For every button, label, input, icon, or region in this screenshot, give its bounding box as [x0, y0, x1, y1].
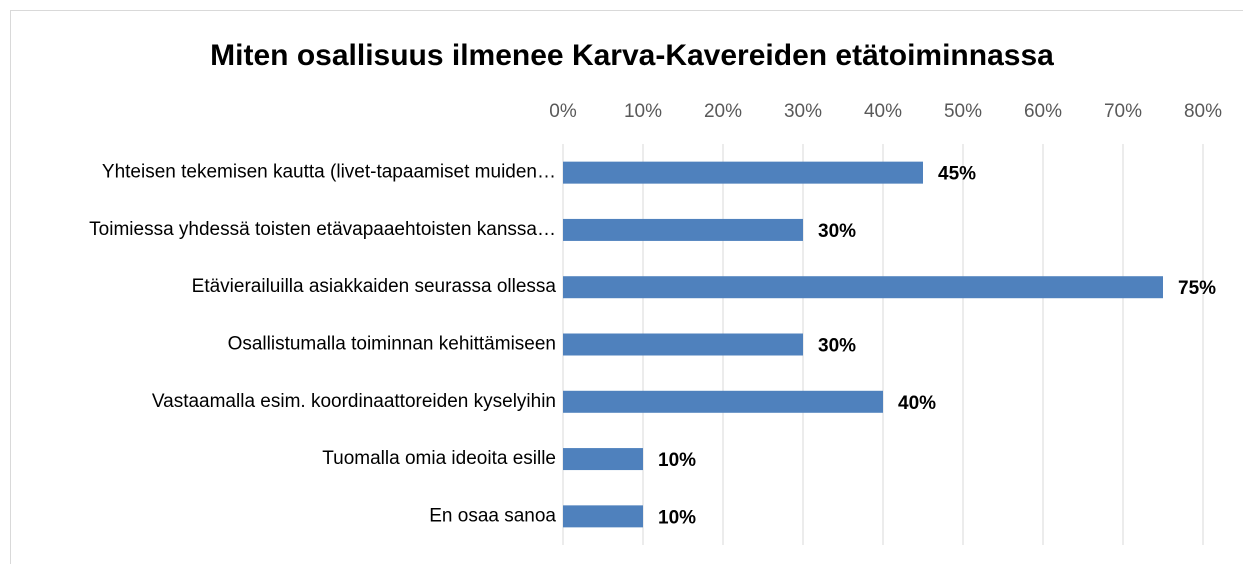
category-label: Vastaamalla esim. koordinaattoreiden kys… — [152, 391, 556, 412]
data-label: 40% — [898, 393, 936, 414]
bar — [563, 390, 883, 413]
data-label: 10% — [658, 507, 696, 528]
data-label: 30% — [818, 221, 856, 242]
category-label: En osaa sanoa — [429, 505, 556, 526]
category-label: Yhteisen tekemisen kautta (livet-tapaami… — [102, 162, 556, 183]
x-tick-label: 10% — [624, 101, 662, 122]
x-tick-label: 0% — [549, 101, 577, 122]
x-tick-label: 70% — [1104, 101, 1142, 122]
category-label: Toimiessa yhdessä toisten etävapaaehtois… — [89, 219, 556, 240]
x-tick-label: 60% — [1024, 101, 1062, 122]
data-label: 10% — [658, 450, 696, 471]
x-tick-label: 50% — [944, 101, 982, 122]
category-label: Etävierailuilla asiakkaiden seurassa oll… — [192, 276, 557, 297]
bar — [563, 161, 923, 184]
bar — [563, 333, 803, 356]
chart-title: Miten osallisuus ilmenee Karva-Kavereide… — [210, 39, 1054, 72]
data-label: 30% — [818, 336, 856, 357]
x-tick-label: 80% — [1184, 101, 1222, 122]
data-label: 45% — [938, 164, 976, 185]
category-label: Tuomalla omia ideoita esille — [322, 448, 556, 469]
x-tick-label: 40% — [864, 101, 902, 122]
category-label: Osallistumalla toiminnan kehittämiseen — [228, 334, 556, 355]
bar — [563, 448, 643, 471]
bar — [563, 505, 643, 528]
bar — [563, 276, 1163, 299]
data-label: 75% — [1178, 278, 1216, 299]
x-tick-label: 20% — [704, 101, 742, 122]
bar — [563, 218, 803, 241]
x-tick-label: 30% — [784, 101, 822, 122]
